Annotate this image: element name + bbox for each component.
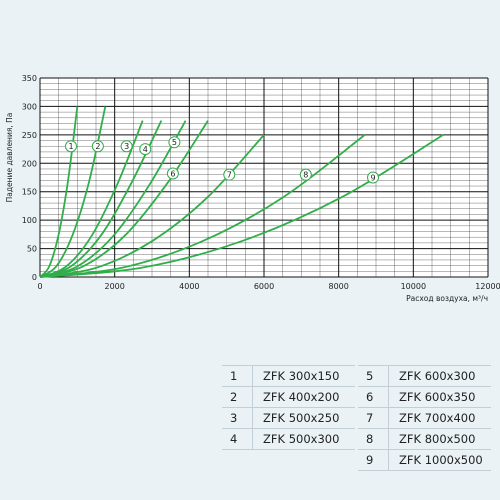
curve-label-circle [120,140,133,153]
legend-num: 1 [222,365,253,387]
y-tick-label: 300 [22,102,37,111]
y-tick-label: 350 [22,74,37,83]
legend-row: 1 ZFK 300x150 [222,365,355,387]
curve-label: 4 [143,145,148,154]
curve-1 [39,106,79,278]
curve-label: 5 [172,138,177,147]
y-tick-label: 0 [32,273,37,282]
curve-label: 8 [303,171,308,180]
legend-name: ZFK 600x350 [388,386,491,408]
x-tick-label: 0 [37,282,42,291]
curves: 1 2 3 4 5 6 7 8 9 [39,106,444,278]
legend-row: 7 ZFK 700x400 [358,407,491,429]
legend-table-right: 5 ZFK 600x300 6 ZFK 600x350 7 ZFK 700x400 8… [358,365,491,471]
legend-name: ZFK 600x300 [388,365,491,387]
legend-name: ZFK 1000x500 [388,449,491,471]
legend-row: 5 ZFK 600x300 [358,365,491,387]
curve-label: 7 [227,171,232,180]
legend-row: 3 ZFK 500x250 [222,407,355,429]
curve-2 [39,106,107,278]
y-tick-label: 50 [27,245,37,254]
curve-label: 1 [68,142,73,151]
y-tick-label: 200 [22,159,37,168]
x-tick-label: 2000 [104,282,124,291]
legend-num: 8 [358,428,389,450]
curve-label: 6 [170,170,175,179]
legend-name: ZFK 500x300 [252,428,355,450]
legend-name: ZFK 300x150 [252,365,355,387]
legend-name: ZFK 500x250 [252,407,355,429]
x-axis-label: Расход воздуха, м³/ч [406,294,488,303]
legend-row: 6 ZFK 600x350 [358,386,491,408]
legend-name: ZFK 700x400 [388,407,491,429]
curve-8 [39,134,366,278]
x-tick-label: 10000 [401,282,426,291]
legend-row: 9 ZFK 1000x500 [358,449,491,471]
curve-label-circle [91,140,104,153]
legend-num: 9 [358,449,389,471]
legend-table-left: 1 ZFK 300x150 2 ZFK 400x200 3 ZFK 500x250 4… [222,365,355,450]
legend-num: 3 [222,407,253,429]
curve-label-circle [166,167,179,180]
x-tick-label: 6000 [254,282,274,291]
legend-num: 7 [358,407,389,429]
legend-name: ZFK 400x200 [252,386,355,408]
legend-num: 2 [222,386,253,408]
curve-6 [39,120,209,278]
y-tick-label: 150 [22,188,37,197]
y-tick-label: 250 [22,131,37,140]
curve-label-circle [139,143,152,156]
curve-label-circle [367,171,380,184]
legend-name: ZFK 800x500 [388,428,491,450]
legend-row: 8 ZFK 800x500 [358,428,491,450]
legend-num: 6 [358,386,389,408]
x-tick-label: 4000 [179,282,199,291]
legend-row: 2 ZFK 400x200 [222,386,355,408]
y-axis-label: Падение давления, Па [5,113,14,203]
legend-num: 4 [222,428,253,450]
curve-4 [39,120,163,278]
curve-label-circle [168,136,181,149]
y-tick-label: 100 [22,216,37,225]
curve-label: 3 [124,142,129,151]
legend-row: 4 ZFK 500x300 [222,428,355,450]
curve-3 [39,120,144,278]
legend-num: 5 [358,365,389,387]
pressure-drop-chart: 1 2 3 4 5 6 7 8 9 0 50 100 150 200 250 300 350 0 2000 4000… [5,74,500,303]
tick-labels: 0 50 100 150 200 250 300 350 0 2000 4000 6000 8000 10… [22,74,500,291]
x-tick-label: 8000 [328,282,348,291]
curve-label: 9 [370,174,375,183]
curve-label-circle [299,168,312,181]
curve-label: 2 [95,142,100,151]
x-tick-label: 12000 [475,282,500,291]
grid [39,77,489,278]
curve-label-circle [64,140,77,153]
curve-label-circle [223,168,236,181]
